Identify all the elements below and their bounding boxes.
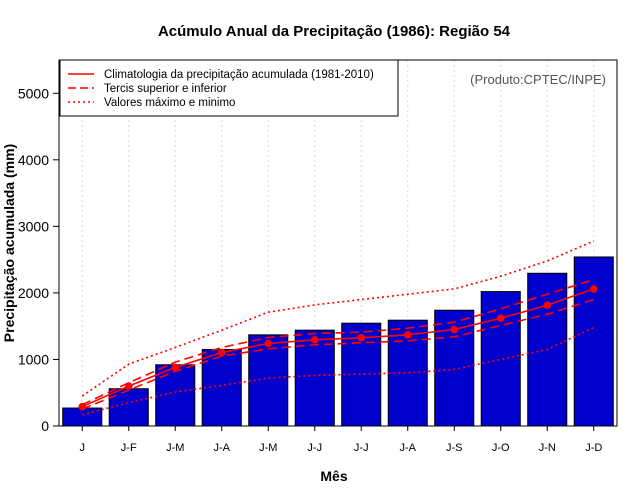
climatology-point — [217, 348, 226, 357]
series-line-2 — [81, 278, 594, 406]
y-tick-label: 4000 — [18, 152, 49, 168]
line-series — [78, 240, 598, 416]
series-line-1 — [81, 288, 595, 408]
x-tick-label: J-M — [259, 442, 277, 454]
climatology-point — [357, 334, 366, 342]
climatology-point — [496, 314, 505, 322]
x-axis: J J-F J-M J-A J-M J-J J-J J-A J-S J-O J-N J-D — [80, 426, 602, 454]
bar-series — [62, 256, 614, 427]
legend-label-tercis: Tercis superior e inferior — [104, 83, 227, 95]
y-axis-label: Precipitação acumulada (mm) — [1, 144, 17, 342]
climatology-point — [450, 325, 459, 334]
climatology-point — [589, 285, 598, 293]
y-tick-label: 5000 — [18, 85, 49, 101]
x-axis-label: Mês — [320, 468, 347, 484]
legend-label-extremes: Valores máximo e minimo — [104, 97, 235, 109]
climatology-point — [403, 331, 412, 339]
x-tick-label: J-O — [492, 442, 510, 454]
series-line-5 — [82, 326, 595, 416]
legend-label-climatology: Climatologia da precipitação acumulada (… — [104, 69, 374, 81]
y-tick-label: 0 — [41, 418, 49, 434]
series-line-4 — [81, 240, 595, 397]
x-tick-label: J-M — [166, 442, 184, 454]
bar-5 — [248, 334, 289, 427]
climatology-point — [310, 336, 319, 344]
x-tick-label: J-N — [539, 442, 556, 454]
climatology-point — [264, 339, 273, 348]
x-tick-label: J-F — [121, 442, 137, 454]
x-tick-label: J-S — [446, 442, 463, 454]
source-label: (Produto:CPTEC/INPE) — [470, 72, 606, 87]
x-tick-label: J-A — [214, 442, 231, 454]
y-axis: 0 1000 2000 3000 4000 5000 — [18, 85, 59, 434]
bar-10 — [480, 291, 521, 427]
y-tick-label: 3000 — [18, 218, 49, 234]
x-tick-label: J-A — [400, 442, 417, 454]
climatology-point — [171, 363, 180, 372]
y-tick-label: 1000 — [18, 351, 49, 367]
chart-title: Acúmulo Anual da Precipitação (1986): Re… — [158, 23, 511, 40]
bar-12 — [573, 256, 614, 427]
bar-2 — [108, 388, 149, 427]
x-tick-label: J — [80, 442, 86, 454]
series-line-3 — [81, 298, 594, 410]
y-tick-label: 2000 — [18, 285, 49, 301]
x-tick-label: J-J — [307, 442, 322, 454]
climatology-point — [543, 301, 552, 310]
x-tick-label: J-J — [354, 442, 369, 454]
x-tick-label: J-D — [585, 442, 602, 454]
bar-1 — [62, 407, 103, 427]
legend-box — [59, 59, 399, 117]
bar-3 — [155, 364, 196, 427]
legend: Climatologia da precipitação acumulada (… — [59, 59, 399, 117]
